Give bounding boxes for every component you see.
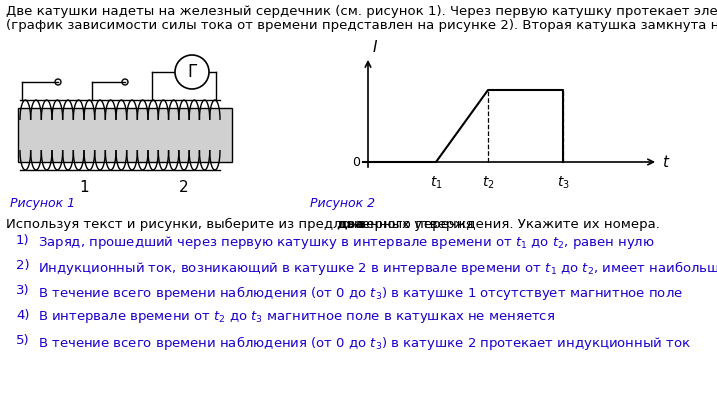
Text: (график зависимости силы тока от времени представлен на рисунке 2). Вторая катуш: (график зависимости силы тока от времени… <box>6 19 717 32</box>
Text: В течение всего времени наблюдения (от 0 до $t_3$) в катушке 2 протекает индукци: В течение всего времени наблюдения (от 0… <box>38 334 691 352</box>
Text: два: два <box>336 218 365 231</box>
Text: 5): 5) <box>16 334 29 347</box>
Text: В интервале времени от $t_2$ до $t_3$ магнитное поле в катушках не меняется: В интервале времени от $t_2$ до $t_3$ ма… <box>38 309 555 325</box>
Text: Используя текст и рисунки, выберите из предложенного перечня: Используя текст и рисунки, выберите из п… <box>6 218 478 231</box>
Polygon shape <box>18 108 232 162</box>
Text: верных утверждения. Укажите их номера.: верных утверждения. Укажите их номера. <box>353 218 660 231</box>
Text: $t_1$: $t_1$ <box>429 175 442 192</box>
Text: $I$: $I$ <box>372 39 378 55</box>
Text: 0: 0 <box>352 155 360 168</box>
Text: 1): 1) <box>16 234 29 247</box>
Text: Заряд, прошедший через первую катушку в интервале времени от $t_1$ до $t_2$, рав: Заряд, прошедший через первую катушку в … <box>38 234 655 251</box>
Text: Рисунок 2: Рисунок 2 <box>310 197 375 210</box>
Text: 2: 2 <box>179 180 189 195</box>
Text: Две катушки надеты на железный сердечник (см. рисунок 1). Через первую катушку п: Две катушки надеты на железный сердечник… <box>6 5 717 18</box>
Circle shape <box>175 55 209 89</box>
Text: 3): 3) <box>16 284 29 297</box>
Text: В течение всего времени наблюдения (от 0 до $t_3$) в катушке 1 отсутствует магни: В течение всего времени наблюдения (от 0… <box>38 284 683 302</box>
Text: $t$: $t$ <box>662 154 670 170</box>
Text: Индукционный ток, возникающий в катушке 2 в интервале времени от $t_1$ до $t_2$,: Индукционный ток, возникающий в катушке … <box>38 259 717 277</box>
Text: Рисунок 1: Рисунок 1 <box>10 197 75 210</box>
Text: 4): 4) <box>16 309 29 322</box>
Text: Г: Г <box>187 63 197 81</box>
Text: 1: 1 <box>79 180 89 195</box>
Text: 2): 2) <box>16 259 29 272</box>
Text: $t_2$: $t_2$ <box>482 175 494 192</box>
Text: $t_3$: $t_3$ <box>556 175 569 192</box>
